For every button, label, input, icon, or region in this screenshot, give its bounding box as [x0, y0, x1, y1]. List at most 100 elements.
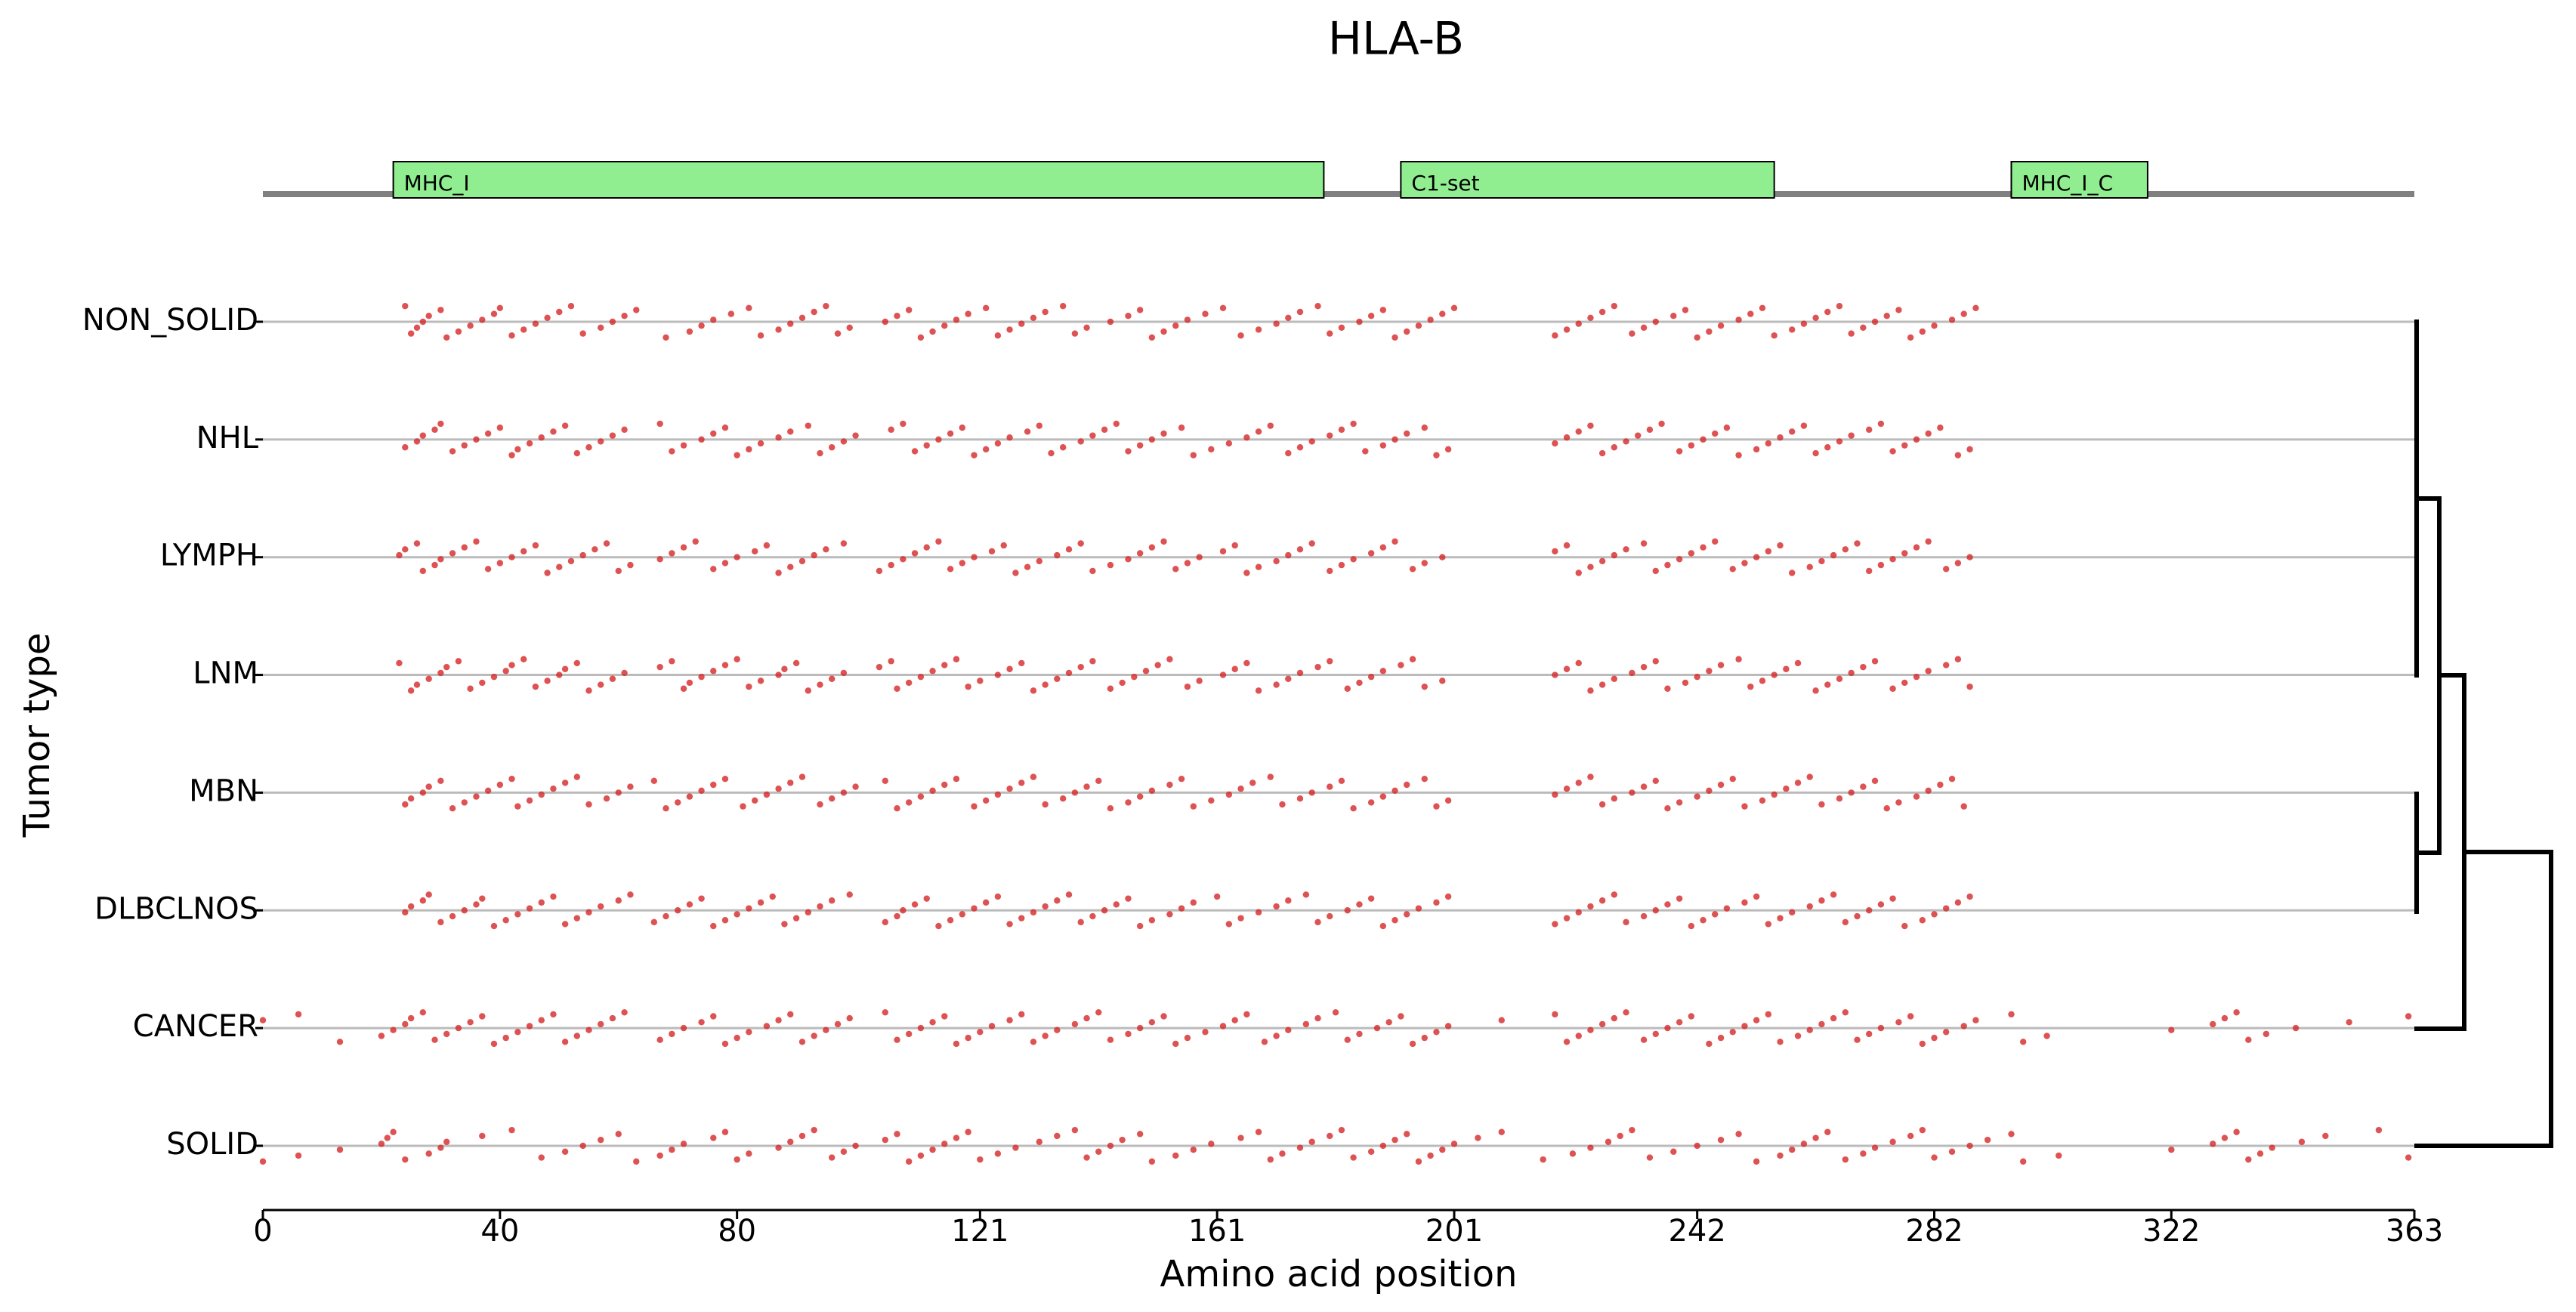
mutation-point: [734, 554, 740, 560]
mutation-point: [1083, 1014, 1090, 1022]
mutation-point: [532, 683, 539, 690]
mutation-point: [911, 448, 919, 455]
mutation-point: [1759, 678, 1766, 684]
mutation-point: [888, 426, 894, 434]
mutation-point: [675, 799, 681, 806]
mutation-point: [1190, 899, 1197, 906]
mutation-point: [1279, 801, 1286, 808]
mutation-point: [656, 1036, 663, 1043]
mutation-point: [1089, 432, 1096, 439]
mutation-point: [1676, 448, 1683, 455]
mutation-point: [1652, 567, 1659, 575]
mutation-point: [1800, 422, 1808, 429]
mutation-point: [1450, 304, 1458, 311]
mutation-point: [1688, 1013, 1695, 1020]
mutation-point: [740, 803, 746, 810]
mutation-point: [994, 671, 1002, 678]
mutation-point: [675, 907, 681, 914]
mutation-point: [1107, 1036, 1114, 1043]
mutation-point: [425, 313, 432, 320]
mutation-point: [1942, 662, 1950, 668]
mutation-point: [1783, 786, 1790, 792]
mutation-point: [567, 557, 575, 565]
mutation-point: [947, 430, 954, 437]
mutation-point: [455, 328, 462, 335]
mutation-point: [846, 1014, 853, 1022]
mutation-point: [544, 570, 551, 576]
mutation-point: [1433, 1029, 1440, 1036]
mutation-point: [828, 444, 836, 451]
mutation-point: [1848, 789, 1855, 796]
mutation-point: [953, 316, 960, 323]
mutation-point: [1237, 1134, 1244, 1141]
mutation-point: [1184, 1034, 1191, 1042]
mutation-point: [1836, 438, 1843, 445]
mutation-point: [1136, 793, 1144, 800]
mutation-point: [1255, 428, 1262, 435]
mutation-point: [947, 917, 954, 924]
mutation-point: [1219, 1023, 1227, 1030]
mutation-point: [1552, 440, 1558, 447]
mutation-point: [1077, 663, 1084, 671]
mutation-point: [407, 903, 415, 910]
mutation-point: [828, 795, 836, 802]
mutation-point: [1652, 777, 1659, 785]
mutation-point: [508, 554, 515, 560]
mutation-point: [1059, 795, 1067, 802]
mutation-point: [775, 1144, 782, 1151]
mutation-point: [425, 675, 432, 682]
mutation-point: [1889, 1138, 1896, 1145]
mutation-point: [473, 436, 480, 443]
mutation-point: [1729, 776, 1736, 783]
mutation-point: [1765, 440, 1772, 447]
mutation-point: [994, 893, 1002, 900]
mutation-point: [561, 1148, 569, 1155]
mutation-point: [1367, 550, 1375, 557]
mutation-point: [1190, 803, 1197, 810]
mutation-point: [544, 678, 551, 684]
mutation-point: [1267, 773, 1274, 780]
mutation-point: [721, 917, 729, 924]
mutation-point: [1225, 440, 1233, 447]
mutation-point: [894, 685, 900, 692]
mutation-point: [1652, 907, 1659, 914]
mutation-point: [520, 656, 527, 662]
mutation-point: [550, 1011, 557, 1018]
mutation-point: [1415, 323, 1422, 329]
mutation-point: [1812, 687, 1819, 694]
mutation-point: [496, 304, 504, 311]
mutation-point: [544, 314, 551, 321]
mutation-point: [1338, 324, 1345, 331]
mutation-point: [905, 799, 913, 806]
mutation-point: [1598, 681, 1606, 688]
mutation-point: [603, 540, 610, 547]
mutation-point: [1575, 428, 1582, 435]
mutation-point: [1030, 687, 1037, 694]
mutation-point: [1148, 436, 1156, 443]
mutation-point: [1611, 303, 1618, 310]
mutation-point: [455, 1024, 462, 1032]
mutation-point: [905, 1158, 913, 1165]
mutation-point: [538, 1017, 545, 1023]
dendrogram-branch: [2414, 320, 2419, 678]
mutation-point: [1071, 330, 1079, 337]
mutation-point: [798, 557, 806, 565]
mutation-point: [1255, 687, 1262, 694]
mutation-point: [734, 911, 740, 918]
mutation-point: [1569, 1150, 1577, 1157]
mutation-point: [1344, 685, 1351, 692]
mutation-point: [710, 1134, 717, 1141]
mutation-point: [1877, 901, 1885, 908]
mutation-point: [792, 915, 800, 921]
mutation-point: [1753, 1017, 1760, 1023]
mutation-point: [1018, 1011, 1025, 1018]
mutation-point: [627, 561, 634, 569]
mutation-point: [1048, 449, 1055, 457]
mutation-point: [1854, 540, 1861, 547]
mutation-point: [2375, 1126, 2383, 1134]
mutation-point: [1640, 324, 1648, 331]
mutation-point: [615, 897, 622, 904]
mutation-point: [840, 540, 848, 547]
mutation-point: [1587, 773, 1594, 780]
mutation-point: [1024, 428, 1031, 435]
